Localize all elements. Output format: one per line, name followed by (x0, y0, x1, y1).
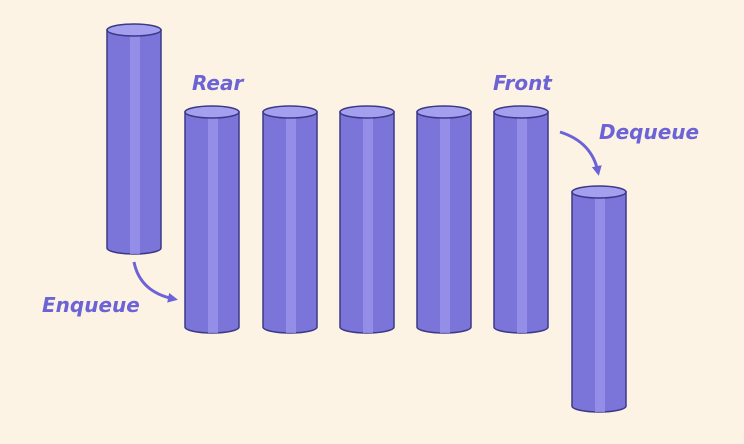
queue-cylinder (339, 105, 395, 334)
cylinder-highlight (595, 198, 605, 412)
cylinder-top (184, 105, 240, 119)
incoming-cylinder (106, 23, 162, 255)
queue-cylinder (262, 105, 318, 334)
cylinder-top (106, 23, 162, 37)
cylinder-highlight (130, 36, 140, 254)
cylinder-group (106, 23, 627, 413)
cylinder-highlight (208, 118, 218, 333)
cylinder-highlight (440, 118, 450, 333)
cylinder-highlight (363, 118, 373, 333)
dequeue-label: Dequeue (599, 120, 699, 144)
cylinder-top (416, 105, 472, 119)
dequeue-arrow (559, 130, 602, 176)
outgoing-cylinder (571, 185, 627, 413)
cylinder-top (571, 185, 627, 199)
enqueue-label: Enqueue (42, 293, 140, 317)
cylinder-highlight (286, 118, 296, 333)
cylinder-top (339, 105, 395, 119)
queue-cylinder (184, 105, 240, 334)
enqueue-arrow (132, 261, 178, 303)
queue-cylinder (416, 105, 472, 334)
cylinder-top (262, 105, 318, 119)
cylinder-top (493, 105, 549, 119)
cylinder-highlight (517, 118, 527, 333)
queue-cylinder (493, 105, 549, 334)
front-label: Front (493, 71, 553, 95)
rear-label: Rear (192, 71, 244, 95)
